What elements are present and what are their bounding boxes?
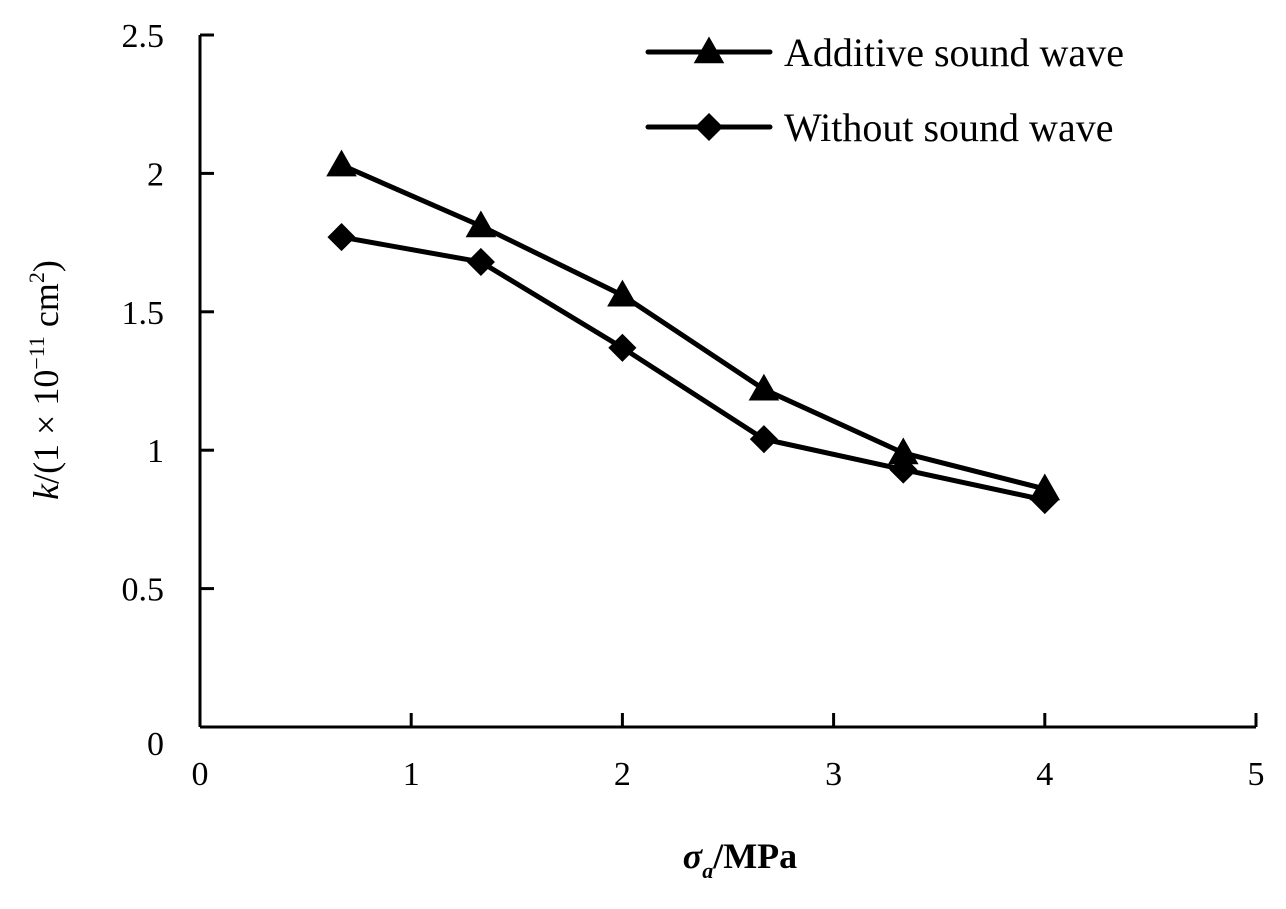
diamond-point: [466, 247, 495, 277]
series-line: [339, 234, 1048, 503]
series: [326, 149, 1061, 515]
legend-entry-label: Without sound wave: [784, 105, 1113, 150]
triangle-point: [326, 149, 357, 177]
y-axis-close: ): [26, 260, 66, 272]
diamond-point: [889, 455, 918, 484]
x-tick-label: 1: [403, 756, 420, 793]
series-group: [326, 149, 1061, 501]
series-line: [339, 162, 1048, 492]
legend-diamond-marker: [694, 112, 724, 142]
y-tick-label: 1.5: [122, 295, 165, 332]
y-tick-label: 0.5: [122, 572, 165, 609]
y-axis-title: k/(1 × 10−11 cm2): [24, 260, 66, 500]
triangle-point: [465, 210, 497, 238]
y-tick-label: 2.5: [122, 18, 165, 55]
series-group: [327, 223, 1059, 515]
y-tick-label: 0: [147, 726, 164, 763]
triangle-point: [607, 279, 638, 307]
y-tick-label: 2: [147, 156, 164, 193]
axes: [198, 35, 1256, 729]
y-axis-unit-exponent: 2: [24, 272, 49, 283]
y-axis-symbol: k: [26, 483, 66, 500]
diamond-point: [1030, 485, 1059, 515]
x-axis-title: σa/MPa: [683, 836, 797, 883]
x-axis-symbol: σ: [683, 836, 704, 876]
ticks: 0 1 2 3 4 5 0 0.5 1 1.5 2 2.5: [122, 18, 1265, 793]
diamond-point: [749, 425, 778, 454]
diamond-point: [327, 223, 356, 252]
y-axis-unit: cm: [26, 283, 66, 336]
x-axis-subscript: a: [702, 858, 713, 883]
y-axis-exponent: −11: [24, 336, 49, 370]
x-tick-label: 2: [614, 756, 631, 793]
y-tick-label: 1: [147, 433, 164, 470]
x-tick-label: 4: [1036, 756, 1053, 793]
legend-triangle-marker: [693, 36, 725, 64]
diamond-point: [608, 333, 637, 362]
x-axis-unit: /MPa: [712, 836, 797, 876]
x-tick-label: 3: [825, 756, 842, 793]
legend-entry-label: Additive sound wave: [784, 30, 1124, 75]
y-axis-rest: /(1 × 10: [26, 370, 66, 484]
triangle-point: [748, 373, 780, 401]
x-tick-label: 0: [192, 756, 209, 793]
x-tick-label: 5: [1248, 756, 1265, 793]
legend: Additive sound wave Without sound wave: [645, 30, 1124, 150]
